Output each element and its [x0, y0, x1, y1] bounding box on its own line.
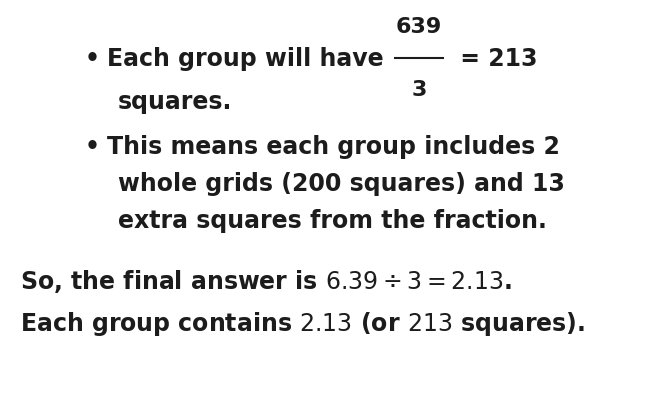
- Text: extra squares from the fraction.: extra squares from the fraction.: [118, 209, 547, 233]
- Text: squares.: squares.: [118, 90, 232, 114]
- Text: •: •: [85, 135, 100, 159]
- Text: So, the final answer is $6.39 \div 3 = 2.13$.: So, the final answer is $6.39 \div 3 = 2…: [20, 268, 512, 295]
- Text: 639: 639: [396, 17, 442, 37]
- Text: •: •: [85, 47, 100, 71]
- Text: 3: 3: [411, 80, 426, 100]
- Text: Each group will have: Each group will have: [107, 47, 392, 71]
- Text: whole grids (200 squares) and 13: whole grids (200 squares) and 13: [118, 172, 565, 196]
- Text: = 213: = 213: [452, 47, 538, 71]
- Text: This means each group includes 2: This means each group includes 2: [107, 135, 560, 159]
- Text: Each group contains $2.13$ (or $213$ squares).: Each group contains $2.13$ (or $213$ squ…: [20, 310, 585, 338]
